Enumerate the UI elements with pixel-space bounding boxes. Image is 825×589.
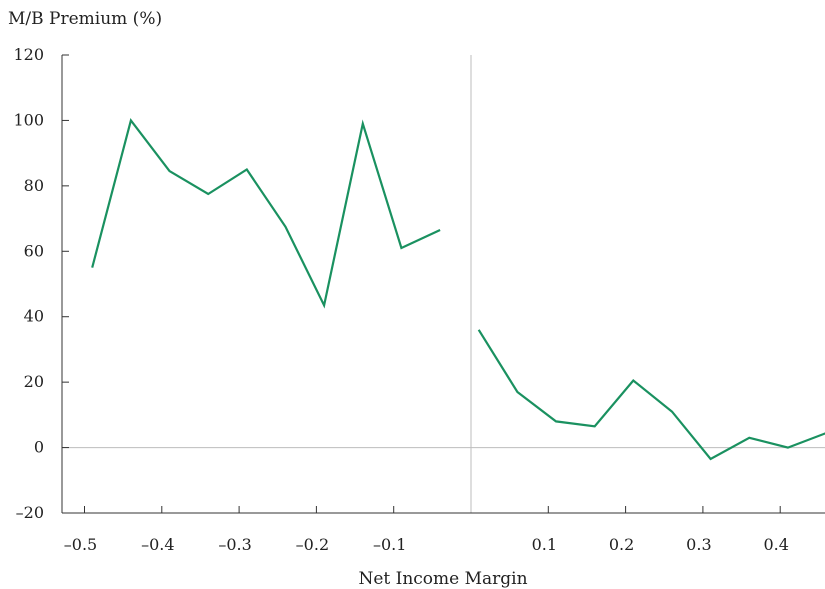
- series-line-positive-margin: [477, 329, 825, 461]
- series-line-negative-margin: [91, 117, 441, 309]
- y-axis-title: M/B Premium (%): [8, 9, 162, 29]
- y-tick-label: –20: [16, 503, 44, 522]
- x-tick-label: 0.3: [686, 535, 711, 554]
- x-tick-label: 0.2: [609, 535, 634, 554]
- y-tick-label: 40: [24, 307, 44, 326]
- y-tick-label: 100: [13, 110, 44, 129]
- y-tick-label: 60: [24, 241, 44, 260]
- x-tick-label: 0.4: [763, 535, 788, 554]
- y-tick-label: 20: [24, 372, 44, 391]
- y-tick-label: 120: [13, 45, 44, 64]
- x-tick-label: –0.4: [141, 535, 174, 554]
- reference-lines: [62, 55, 825, 513]
- x-tick-label: –0.1: [373, 535, 406, 554]
- x-tick-label: –0.3: [218, 535, 251, 554]
- axes: [61, 55, 825, 514]
- x-tick-label: 0.1: [532, 535, 557, 554]
- x-tick-label: –0.5: [64, 535, 97, 554]
- x-axis-ticks: –0.5 –0.4 –0.3 –0.2 –0.1 0.1 0.2 0.3 0.4: [64, 506, 789, 554]
- data-series: [91, 117, 825, 461]
- x-tick-label: –0.2: [296, 535, 329, 554]
- y-axis-ticks: –20 0 20 40 60 80 100 120: [13, 45, 69, 522]
- x-axis-title: Net Income Margin: [358, 569, 527, 589]
- y-tick-label: 80: [24, 176, 44, 195]
- y-tick-label: 0: [34, 438, 44, 457]
